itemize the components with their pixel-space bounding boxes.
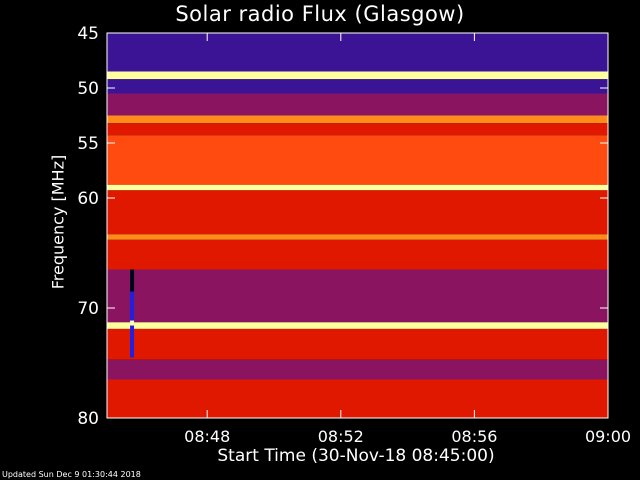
spectrogram-band xyxy=(107,93,608,116)
y-tick-label: 60 xyxy=(77,189,99,209)
spectrogram-band xyxy=(107,359,608,380)
x-tick-label: 08:52 xyxy=(318,427,364,446)
spectrogram-band xyxy=(107,184,608,191)
spectrogram-band xyxy=(107,234,608,240)
spectrogram-band xyxy=(107,115,608,124)
spectrogram-band xyxy=(107,190,608,235)
spectrogram-band xyxy=(107,135,608,185)
spectrogram-band xyxy=(107,328,608,360)
spectrogram-band xyxy=(107,239,608,270)
burst-core xyxy=(130,269,135,292)
spectrogram-band xyxy=(107,269,608,323)
burst-peak xyxy=(130,320,135,326)
updated-timestamp: Updated Sun Dec 9 01:30:44 2018 xyxy=(2,470,141,479)
chart-title: Solar radio Flux (Glasgow) xyxy=(175,2,465,26)
spectrogram-band xyxy=(107,379,608,418)
x-tick-label: 08:48 xyxy=(184,427,230,446)
y-tick-label: 50 xyxy=(77,79,99,99)
y-tick-label: 80 xyxy=(77,409,99,429)
spectrogram-band xyxy=(107,79,608,94)
y-tick-label: 45 xyxy=(77,24,99,44)
spectrogram-band xyxy=(107,123,608,136)
y-tick-label: 55 xyxy=(77,134,99,154)
plot-frame xyxy=(106,32,609,419)
y-tick-label: 70 xyxy=(77,299,99,319)
spectrogram-band xyxy=(107,322,608,329)
x-tick-label: 08:56 xyxy=(451,427,497,446)
burst-event xyxy=(130,269,135,358)
spectrogram-band xyxy=(107,33,608,72)
x-tick-label: 09:00 xyxy=(585,427,631,446)
y-axis-label: Frequency [MHz] xyxy=(48,154,68,290)
x-axis-label: Start Time (30-Nov-18 08:45:00) xyxy=(217,446,495,466)
spectrogram-band xyxy=(107,71,608,80)
